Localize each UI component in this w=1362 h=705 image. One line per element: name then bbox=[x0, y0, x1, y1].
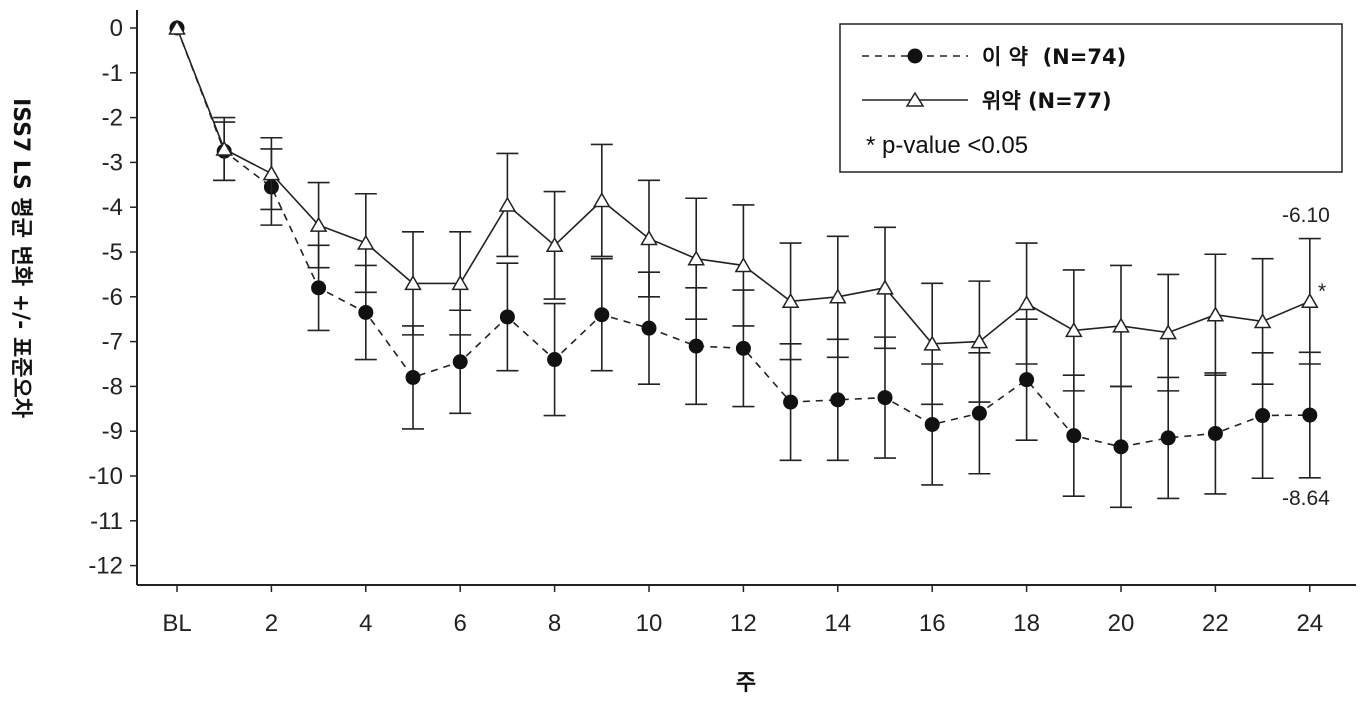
data-point-triangle bbox=[404, 274, 422, 291]
y-tick-label: -3 bbox=[102, 149, 123, 176]
series-layer bbox=[168, 19, 1321, 509]
data-point-circle bbox=[688, 338, 704, 354]
y-tick-label: -1 bbox=[102, 60, 123, 87]
x-tick-label: 24 bbox=[1296, 610, 1323, 637]
x-tick-label: 4 bbox=[359, 610, 372, 637]
data-point-triangle bbox=[1017, 295, 1036, 311]
data-point-circle bbox=[1207, 425, 1223, 441]
data-point-triangle bbox=[829, 288, 847, 304]
x-tick-label: 8 bbox=[548, 610, 561, 637]
y-tick-label: -4 bbox=[102, 194, 123, 221]
data-point-circle bbox=[641, 320, 657, 336]
data-point-triangle bbox=[1301, 292, 1319, 309]
data-point-circle bbox=[1066, 428, 1082, 444]
data-point-circle bbox=[1255, 408, 1271, 424]
y-tick-label: -10 bbox=[88, 463, 123, 490]
data-point-triangle bbox=[734, 256, 753, 273]
data-point-triangle bbox=[168, 19, 186, 35]
data-point-circle bbox=[499, 309, 515, 325]
data-point-triangle bbox=[498, 196, 517, 212]
data-point-triangle bbox=[451, 274, 469, 291]
x-tick-label: 6 bbox=[454, 610, 467, 637]
data-point-circle bbox=[924, 416, 940, 432]
data-point-circle bbox=[783, 394, 799, 410]
y-tick-label: -9 bbox=[102, 418, 123, 445]
data-point-circle bbox=[971, 405, 987, 421]
legend-placebo-label: 위약 (N=77) bbox=[982, 89, 1112, 113]
data-point-circle bbox=[830, 392, 846, 408]
data-point-triangle bbox=[687, 250, 705, 266]
x-tick-label: 20 bbox=[1108, 610, 1135, 637]
data-point-triangle bbox=[545, 236, 564, 253]
y-tick-label: -5 bbox=[102, 239, 123, 266]
x-tick-label: 22 bbox=[1202, 610, 1229, 637]
data-point-triangle bbox=[215, 140, 233, 156]
data-point-triangle bbox=[923, 335, 941, 351]
data-point-circle bbox=[594, 307, 610, 323]
data-point-circle bbox=[1302, 407, 1318, 423]
data-point-triangle bbox=[1206, 306, 1225, 322]
y-tick-label: -7 bbox=[102, 329, 123, 356]
x-tick-label: 18 bbox=[1013, 610, 1040, 637]
data-point-triangle bbox=[640, 230, 658, 246]
legend-drug-marker bbox=[907, 48, 923, 64]
y-tick-label: 0 bbox=[110, 15, 123, 42]
data-point-triangle bbox=[1065, 321, 1083, 338]
y-tick-label: -11 bbox=[90, 508, 123, 535]
placebo-end-value-label: -6.10 bbox=[1282, 204, 1330, 227]
data-point-circle bbox=[405, 369, 421, 385]
x-ticks: BL 2 4 6 8 10 12 14 16 18 20 22 24 bbox=[162, 585, 1323, 637]
data-point-circle bbox=[1113, 439, 1129, 455]
data-point-triangle bbox=[1253, 312, 1272, 329]
data-point-triangle bbox=[1159, 324, 1177, 340]
legend-note: * p-value <0.05 bbox=[866, 132, 1028, 159]
significance-marker: * bbox=[1318, 280, 1326, 303]
data-point-triangle bbox=[593, 191, 611, 208]
legend: 이 약 (N=74) 위약 (N=77) * p-value <0.05 bbox=[839, 23, 1343, 173]
data-point-circle bbox=[1160, 430, 1176, 446]
x-axis-title: 주 bbox=[736, 671, 756, 696]
data-point-circle bbox=[1019, 372, 1035, 388]
data-point-circle bbox=[311, 280, 327, 296]
x-tick-label: BL bbox=[162, 610, 191, 637]
data-point-triangle bbox=[876, 279, 894, 295]
x-tick-label: 2 bbox=[265, 610, 278, 637]
x-tick-label: 12 bbox=[730, 610, 757, 637]
drug-end-value-label: -8.64 bbox=[1282, 487, 1330, 510]
data-point-triangle bbox=[970, 333, 989, 349]
data-point-circle bbox=[735, 340, 751, 356]
x-tick-label: 14 bbox=[824, 610, 851, 637]
y-tick-label: -2 bbox=[102, 105, 123, 132]
data-point-circle bbox=[452, 354, 468, 370]
data-point-circle bbox=[877, 390, 893, 406]
y-tick-label: -6 bbox=[102, 284, 123, 311]
y-tick-label: -8 bbox=[102, 373, 123, 400]
data-point-circle bbox=[358, 304, 374, 320]
y-axis-title: ISS7 LS 평균 변화 +/- 표준오차 bbox=[8, 98, 33, 419]
x-tick-label: 16 bbox=[919, 610, 946, 637]
legend-placebo-marker bbox=[905, 91, 925, 107]
data-point-triangle bbox=[781, 292, 800, 309]
data-point-triangle bbox=[309, 216, 328, 232]
data-point-triangle bbox=[262, 165, 281, 181]
legend-box bbox=[839, 23, 1343, 173]
data-point-triangle bbox=[357, 234, 375, 250]
y-tick-label: -12 bbox=[88, 553, 123, 580]
legend-drug-label: 이 약 (N=74) bbox=[982, 45, 1126, 69]
data-point-circle bbox=[547, 352, 563, 368]
series-placebo bbox=[168, 19, 1321, 406]
data-point-triangle bbox=[1112, 317, 1130, 333]
x-tick-label: 10 bbox=[636, 610, 663, 637]
y-ticks: 0 -1 -2 -3 -4 -5 -6 -7 -8 -9 -10 -11 -12 bbox=[88, 15, 137, 580]
